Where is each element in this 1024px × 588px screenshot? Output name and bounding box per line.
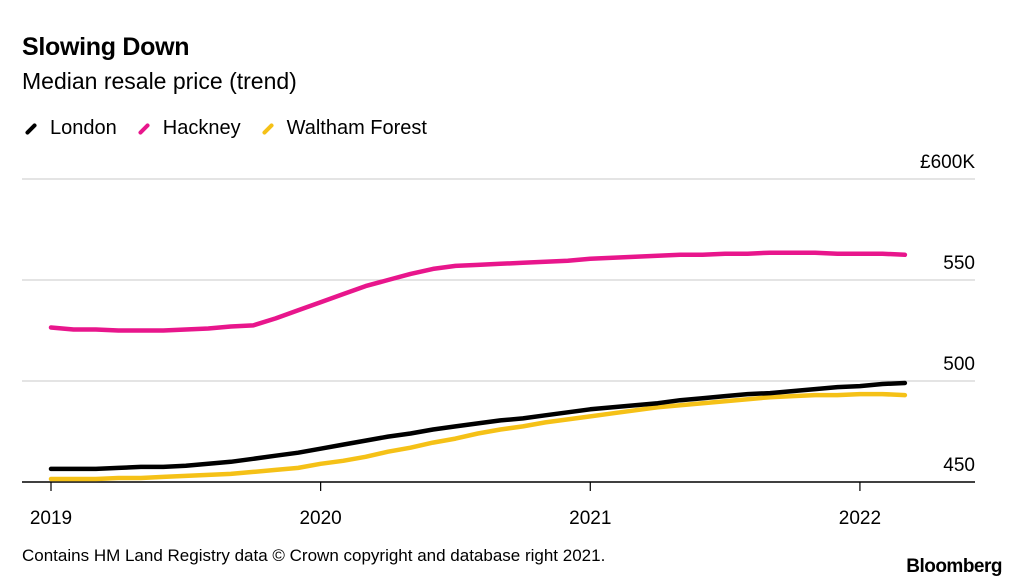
chart-title: Slowing Down <box>22 33 190 61</box>
x-tick-label-2019: 2019 <box>30 508 72 529</box>
legend-item-waltham-forest: Waltham Forest <box>259 117 427 140</box>
y-tick-label-500: 500 <box>943 354 975 375</box>
y-tick-label-600: £600K <box>920 152 975 173</box>
legend-item-hackney: Hackney <box>135 117 241 140</box>
series-line-waltham-forest <box>48 391 908 482</box>
legend-item-london: London <box>22 117 117 140</box>
legend-label-london: London <box>50 117 117 139</box>
y-tick-label-550: 550 <box>943 253 975 274</box>
legend: London Hackney Waltham Forest <box>22 117 445 140</box>
brand-logo: Bloomberg <box>906 556 1002 577</box>
series-line-hackney <box>48 250 908 333</box>
source-note: Contains HM Land Registry data © Crown c… <box>22 546 606 565</box>
x-tick-label-2020: 2020 <box>299 508 341 529</box>
chart-subtitle: Median resale price (trend) <box>22 68 297 94</box>
x-tick-label-2022: 2022 <box>839 508 881 529</box>
y-tick-label-450: 450 <box>943 455 975 476</box>
legend-label-hackney: Hackney <box>162 117 241 139</box>
series-line-london <box>48 380 908 472</box>
x-tick-label-2021: 2021 <box>569 508 611 529</box>
legend-label-waltham-forest: Waltham Forest <box>286 117 427 139</box>
